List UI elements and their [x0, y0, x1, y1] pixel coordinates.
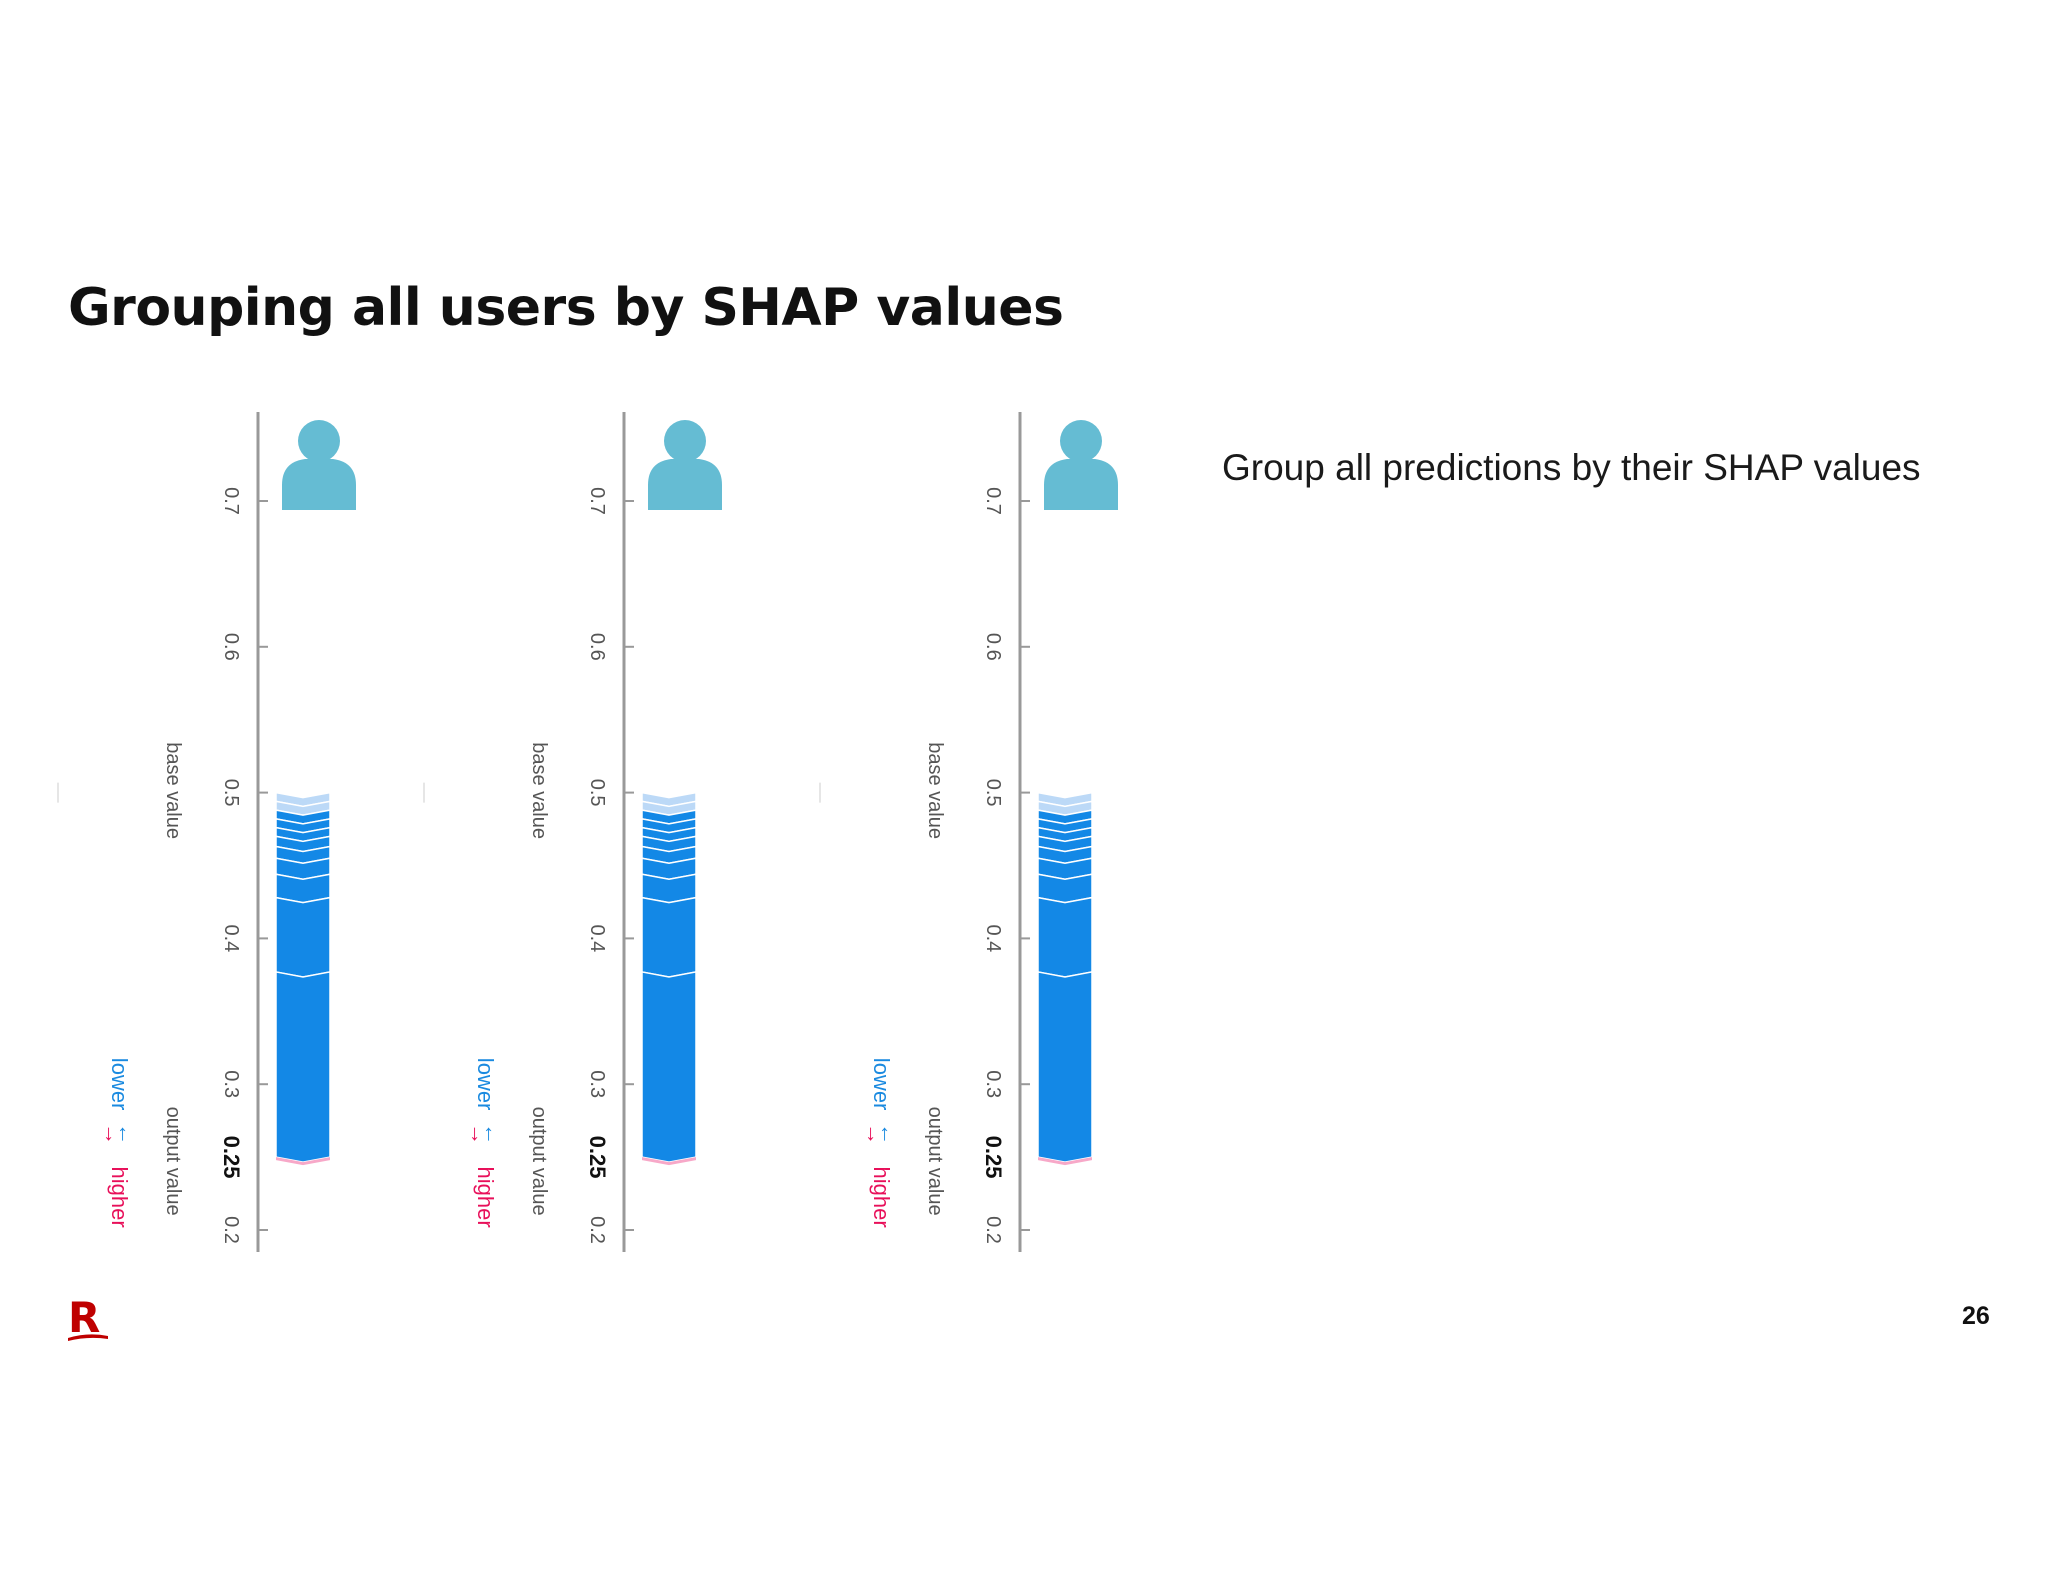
higher-label: higher — [473, 1167, 498, 1228]
output-value-caption: output value — [162, 1107, 184, 1216]
output-value-label: 0.25 — [585, 1136, 610, 1179]
higher-arrow-icon: → — [862, 1123, 887, 1145]
tick-label: 0.2 — [586, 1216, 608, 1244]
lower-arrow-icon: ← — [114, 1123, 139, 1145]
tick-label: 0.4 — [982, 924, 1004, 952]
user-avatar-body — [282, 459, 356, 510]
tick-label: 0.7 — [220, 487, 242, 515]
user-avatar-body — [648, 459, 722, 510]
tick-label: 0.7 — [586, 487, 608, 515]
output-value-caption: output value — [528, 1107, 550, 1216]
shap-segment — [275, 896, 331, 978]
higher-label: higher — [869, 1167, 894, 1228]
tick-label: 0.3 — [220, 1070, 242, 1098]
description-text: Group all predictions by their SHAP valu… — [1222, 447, 1921, 488]
lower-label: lower — [869, 1058, 894, 1111]
tick-label: 0.2 — [220, 1216, 242, 1244]
page-number: 26 — [1962, 1302, 1990, 1330]
shap-segment — [275, 971, 331, 1163]
tick-label: 0.2 — [982, 1216, 1004, 1244]
shap-tip — [1038, 1157, 1092, 1166]
tick-label: 0.6 — [982, 633, 1004, 661]
output-value-label: 0.25 — [219, 1136, 244, 1179]
lower-arrow-icon: ← — [480, 1123, 505, 1145]
tick-label: 0.6 — [220, 633, 242, 661]
tick-label: 0.3 — [982, 1070, 1004, 1098]
shap-segment — [641, 896, 697, 978]
shap-segment — [1037, 896, 1093, 978]
base-value-label: base value — [924, 742, 946, 839]
shap-segment — [641, 971, 697, 1163]
output-value-caption: output value — [924, 1107, 946, 1216]
output-value-label: 0.25 — [981, 1136, 1006, 1179]
brand-logo-letter: R — [68, 1296, 100, 1342]
higher-label: higher — [107, 1167, 132, 1228]
tick-label: 0.5 — [220, 779, 242, 807]
shap-tip — [276, 1157, 330, 1166]
user-avatar-icon — [1060, 420, 1102, 462]
user-avatar-icon — [298, 420, 340, 462]
higher-arrow-icon: → — [100, 1123, 125, 1145]
tick-label: 0.5 — [982, 779, 1004, 807]
base-value-label: base value — [528, 742, 550, 839]
tick-label: 0.3 — [586, 1070, 608, 1098]
tick-label: 0.7 — [982, 487, 1004, 515]
higher-arrow-icon: → — [466, 1123, 491, 1145]
tick-label: 0.6 — [586, 633, 608, 661]
lower-label: lower — [107, 1058, 132, 1111]
brand-logo-icon: R — [68, 1296, 108, 1342]
base-value-label: base value — [162, 742, 184, 839]
lower-arrow-icon: ← — [876, 1123, 901, 1145]
user-avatar-body — [1044, 459, 1118, 510]
shap-tip — [642, 1157, 696, 1166]
tick-label: 0.5 — [586, 779, 608, 807]
shap-segment — [1037, 971, 1093, 1163]
lower-label: lower — [473, 1058, 498, 1111]
tick-label: 0.4 — [220, 924, 242, 952]
tick-label: 0.4 — [586, 924, 608, 952]
user-avatar-icon — [664, 420, 706, 462]
slide-title: Grouping all users by SHAP values — [68, 278, 1064, 338]
